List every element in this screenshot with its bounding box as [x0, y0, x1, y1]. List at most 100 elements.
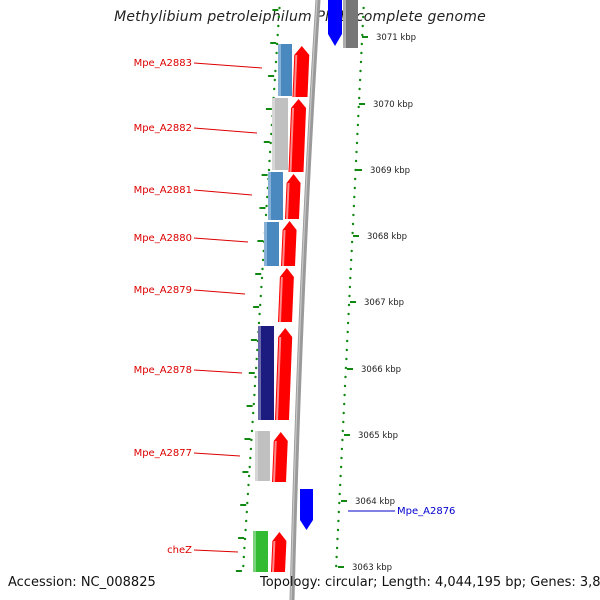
scale-dot [273, 87, 276, 91]
scale-dot [242, 564, 245, 568]
topology-text: Topology: circular; Length: 4,044,195 bp… [260, 575, 600, 590]
scale-dot [268, 150, 272, 154]
scale-dot [354, 177, 357, 181]
scale-dot [244, 528, 247, 532]
gene-label-mpe-a2880: Mpe_A2880 [134, 233, 192, 244]
gene-arrow-top-partial [328, 0, 342, 46]
scale-dot [356, 132, 359, 136]
scale-dot [251, 420, 254, 424]
scale-dot [249, 447, 253, 451]
scale-dot [335, 546, 339, 550]
scale-tick-label: 3063 kbp [352, 563, 392, 573]
gene-label-mpe-a2881-leader [193, 189, 253, 196]
scale-dot [252, 402, 255, 406]
cog-bar-mpe-a2882-shine [272, 98, 275, 170]
gene-label-mpe-a2880-leader [193, 237, 249, 243]
gene-label-chez: cheZ [167, 545, 192, 556]
scale-dot [352, 213, 355, 217]
scale-dot [270, 132, 273, 136]
backbone-highlight [290, 0, 318, 600]
scale-dot [246, 492, 250, 496]
cog-bar-mpe-a2880-shine [264, 222, 267, 266]
accession-text: Accession: NC_008825 [8, 575, 156, 590]
cog-bar-chez-shine [253, 531, 256, 572]
scale-dot [349, 276, 352, 280]
gene-label-mpe-a2882-leader [193, 127, 258, 134]
scale-dot [254, 375, 257, 379]
scale-dot [252, 411, 255, 415]
gene-label-chez-leader [193, 549, 239, 553]
scale-tick-label: 3064 kbp [355, 497, 395, 507]
scale-dot [343, 384, 347, 388]
scale-dot [336, 537, 339, 541]
cog-bar-mpe-a2877-shine [255, 431, 258, 481]
gene-features [253, 0, 358, 573]
scale-dot [335, 555, 338, 559]
scale-dot [350, 249, 353, 253]
scale-dot [360, 42, 363, 46]
scale-dot [247, 483, 250, 487]
gene-label-mpe-a2877: Mpe_A2877 [134, 448, 192, 459]
scale-dot [355, 150, 358, 154]
gene-label-mpe-a2878: Mpe_A2878 [134, 365, 192, 376]
scale-dot [274, 69, 277, 73]
cog-bar-chez [253, 531, 268, 572]
scale-dot [336, 528, 340, 532]
cog-bar-mpe-a2883 [278, 44, 292, 96]
scale-dot [245, 510, 248, 514]
scale-dot [275, 51, 278, 55]
scale-dot [277, 15, 281, 19]
scale-dot [278, 6, 281, 10]
scale-dot [335, 564, 338, 568]
scale-tick-label: 3066 kbp [361, 365, 401, 375]
cds-arrow-mpe-a2881-shine [286, 182, 290, 220]
scale-dot [342, 420, 345, 424]
scale-dot [354, 159, 358, 163]
gene-label-mpe-a2878-leader [193, 369, 243, 374]
scale-dot [352, 204, 356, 208]
cds-arrow-mpe-a2883-shine [293, 54, 298, 98]
scale-tick-label: 3068 kbp [367, 232, 407, 242]
scale-dot [353, 195, 356, 199]
scale-dot [255, 357, 258, 361]
scale-dot [266, 195, 269, 199]
scale-dot [339, 465, 343, 469]
scale-dot [359, 69, 362, 73]
scale-dot [361, 33, 364, 37]
scale-dot [344, 375, 347, 379]
scale-dot [360, 51, 363, 55]
scale-dot [250, 438, 253, 442]
scale-dot [253, 384, 257, 388]
scale-dot [351, 222, 355, 226]
scale-dot [362, 6, 365, 10]
scale-dot [338, 501, 341, 505]
cog-bar-mpe-a2878-shine [258, 326, 261, 420]
cds-arrow-mpe-a2879-shine [279, 276, 283, 323]
scale-dot [347, 303, 351, 307]
scale-dot [268, 159, 271, 163]
scale-dot [260, 276, 264, 280]
scale-dot [355, 141, 359, 145]
backbone-line [289, 0, 321, 600]
scale-dot [247, 474, 251, 478]
scale-dot [351, 231, 354, 235]
scale-dot [353, 186, 356, 190]
scale-ticks: 3071 kbp 3070 kbp 3069 kbp 3068 kbp 3067 kbp… [338, 33, 416, 573]
cog-bar-mpe-a2877 [255, 431, 270, 481]
scale-dot [248, 465, 251, 469]
gene-label-mpe-a2882: Mpe_A2882 [134, 123, 192, 134]
scale-dot [258, 312, 261, 316]
scale-dot [259, 294, 262, 298]
cog-bar-mpe-a2878 [258, 326, 274, 420]
scale-tick-label: 3071 kbp [376, 33, 416, 43]
gene-label-mpe-a2879: Mpe_A2879 [134, 285, 192, 296]
gene-label-mpe-a2883: Mpe_A2883 [134, 58, 192, 69]
scale-dot [361, 24, 364, 28]
gene-arrow-mpe-a2876 [300, 489, 313, 530]
scale-dot [346, 339, 349, 343]
scale-dot [259, 303, 262, 307]
scale-dot [358, 87, 361, 91]
cds-arrow-mpe-a2877-shine [273, 440, 277, 483]
cds-arrow-mpe-a2882-shine [289, 107, 295, 173]
